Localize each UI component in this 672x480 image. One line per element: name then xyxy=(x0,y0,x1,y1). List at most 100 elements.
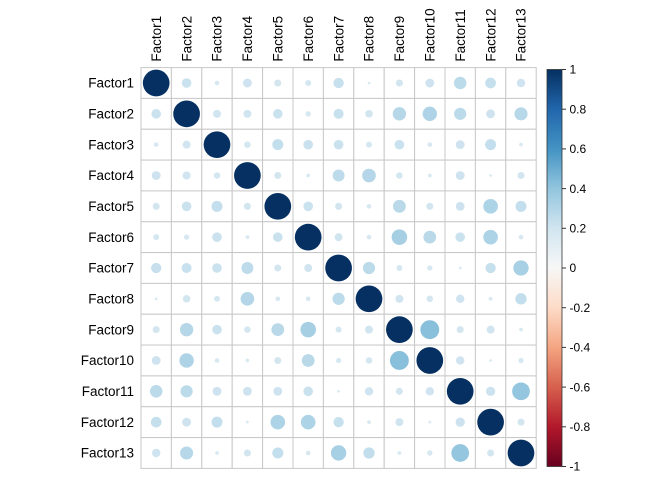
corr-circle xyxy=(304,264,313,272)
corr-circle xyxy=(305,80,312,87)
corr-circle xyxy=(181,263,192,273)
corr-circle xyxy=(425,78,435,88)
corr-circle xyxy=(242,386,252,396)
grid-cell xyxy=(505,128,537,161)
corr-circle xyxy=(335,357,342,364)
corr-circle xyxy=(182,140,191,149)
corr-circle xyxy=(486,109,496,119)
corr-circle xyxy=(325,254,352,282)
corr-circle xyxy=(305,450,311,456)
grid-cell xyxy=(383,97,416,130)
corr-circle xyxy=(518,234,524,240)
row-label: Factor7 xyxy=(88,261,134,276)
corr-circle xyxy=(152,202,160,210)
row-label: Factor8 xyxy=(88,292,134,307)
legend-tick-label: -0.8 xyxy=(570,420,591,434)
legend-tick-label: 0.4 xyxy=(570,182,587,196)
corr-circle xyxy=(455,140,465,150)
corr-circle xyxy=(453,76,467,90)
corr-circle xyxy=(243,449,251,457)
corr-circle xyxy=(427,173,432,178)
corr-circle xyxy=(515,200,527,212)
corr-circle xyxy=(272,232,283,242)
corr-circle xyxy=(455,232,466,242)
row-label: Factor3 xyxy=(88,137,134,152)
corr-circle xyxy=(212,232,222,242)
col-label: Factor2 xyxy=(179,16,194,62)
corr-circle xyxy=(153,142,159,147)
corr-circle xyxy=(182,295,191,303)
corr-circle xyxy=(392,107,407,121)
corr-circle xyxy=(330,445,347,461)
row-label: Factor13 xyxy=(81,446,134,461)
corr-circle xyxy=(427,450,433,456)
corr-circle xyxy=(428,420,432,424)
corr-circle xyxy=(355,285,383,313)
corr-circle xyxy=(512,382,530,401)
corr-circle xyxy=(386,316,413,343)
corr-circle xyxy=(215,451,219,455)
corr-circle xyxy=(425,387,435,396)
corr-circle xyxy=(150,416,162,428)
col-label: Factor5 xyxy=(271,16,286,62)
corr-circle xyxy=(334,233,343,242)
corr-circle xyxy=(513,260,529,276)
corr-circle xyxy=(305,296,311,302)
corr-circle xyxy=(477,408,504,436)
corr-circle xyxy=(303,386,314,397)
corr-circle xyxy=(272,109,283,119)
corr-circle xyxy=(455,201,465,211)
corr-circle xyxy=(214,358,220,363)
corr-circle xyxy=(182,417,192,427)
corr-circle xyxy=(518,357,524,364)
grid-cell xyxy=(353,437,385,469)
corr-circle xyxy=(519,327,523,332)
corr-circle xyxy=(274,79,282,87)
corr-circle xyxy=(389,351,409,370)
corr-circle xyxy=(365,357,373,364)
corr-circle xyxy=(485,77,496,89)
corr-circle xyxy=(365,325,373,334)
corr-circle xyxy=(487,449,495,457)
corr-circle xyxy=(242,78,252,88)
col-label: Factor7 xyxy=(331,16,346,62)
corr-circle xyxy=(306,173,311,178)
corr-circle xyxy=(245,358,250,363)
corr-circle xyxy=(455,356,465,365)
corr-circle xyxy=(272,139,284,151)
corr-circle xyxy=(305,111,311,117)
corr-circle xyxy=(427,265,433,271)
corr-circle xyxy=(332,169,345,182)
corr-circle xyxy=(303,201,314,212)
color-legend: 1 0.8 0.6 0.4 0.2 0 -0.2 -0.4 -0.6 -0.8 -1 xyxy=(546,63,591,474)
corr-circle xyxy=(489,174,492,177)
corr-circle xyxy=(243,109,252,118)
corr-circle xyxy=(423,230,437,244)
legend-tick-label: 0.2 xyxy=(570,222,587,236)
corr-circle xyxy=(183,234,190,240)
row-label: Factor2 xyxy=(88,107,134,122)
corr-circle xyxy=(332,292,345,305)
legend-tick-label: 0.8 xyxy=(570,102,587,116)
corr-circle xyxy=(181,78,192,88)
corr-circle xyxy=(333,77,344,89)
corr-circle xyxy=(301,354,315,367)
corr-circle xyxy=(333,416,344,428)
corr-circle xyxy=(516,78,526,88)
legend-tick-label: 0 xyxy=(570,261,577,275)
corr-circle xyxy=(142,69,170,97)
grid-cell xyxy=(353,67,385,99)
corr-circle xyxy=(489,359,492,362)
corr-circle xyxy=(271,323,285,337)
corr-circle xyxy=(151,109,162,119)
corr-circle xyxy=(333,139,344,150)
corr-circle xyxy=(427,142,433,147)
corr-circle xyxy=(179,322,194,337)
corr-circle xyxy=(514,107,528,121)
col-label: Factor4 xyxy=(240,15,255,61)
column-labels: Factor1 Factor2 Factor3 Factor4 Factor5 Facto… xyxy=(149,8,529,61)
corr-circle xyxy=(507,439,535,467)
corr-circle xyxy=(486,325,495,334)
